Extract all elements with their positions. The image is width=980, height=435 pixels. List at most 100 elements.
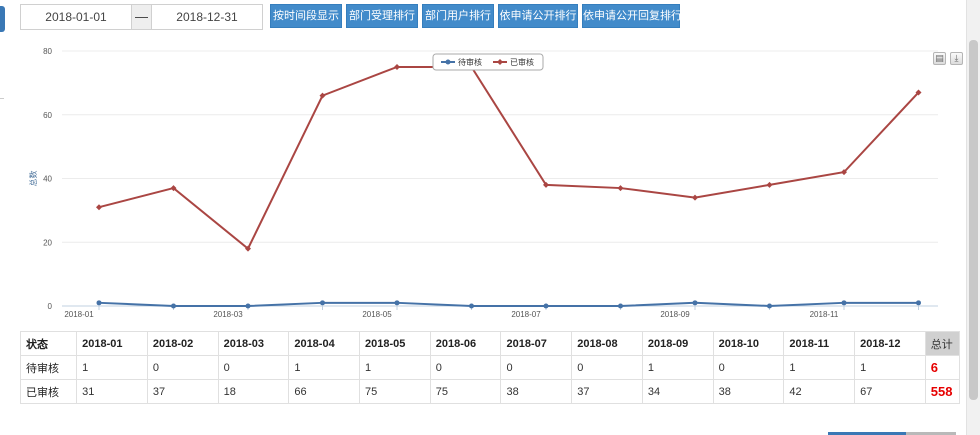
column-header: 2018-01 [76, 331, 148, 356]
table-cell: 66 [288, 379, 361, 404]
bottom-scroll-track [906, 432, 956, 435]
data-point [916, 300, 921, 306]
data-point [245, 245, 251, 252]
data-point [319, 92, 326, 99]
table-cell: 75 [429, 379, 502, 404]
start-date-input[interactable]: 2018-01-01 [20, 4, 132, 30]
data-point [320, 300, 325, 306]
column-header: 2018-12 [854, 331, 926, 356]
data-point [96, 204, 102, 211]
x-tick-label: 2018-05 [362, 310, 392, 319]
data-point [841, 300, 847, 306]
data-point [766, 181, 773, 188]
table-cell: 1 [288, 355, 361, 380]
total-cell: 558 [924, 379, 961, 404]
download-icon[interactable]: ⤓ [950, 52, 963, 65]
x-tick-label: 2018-09 [660, 310, 690, 319]
collapse-handle[interactable] [0, 6, 5, 32]
x-tick-label: 2018-01 [64, 310, 94, 319]
table-cell: 0 [500, 355, 573, 380]
legend-label[interactable]: 已审核 [510, 57, 534, 67]
column-header: 2018-10 [712, 331, 785, 356]
data-point [617, 185, 624, 192]
table-cell: 1 [641, 355, 714, 380]
y-tick-label: 40 [43, 175, 52, 184]
y-tick-label: 80 [43, 47, 52, 56]
data-point [915, 89, 922, 96]
table-header-row: 状态 2018-01 2018-02 2018-03 2018-04 2018-05 20… [19, 331, 961, 356]
table-cell: 1 [783, 355, 856, 380]
x-tick-label: 2018-03 [213, 310, 243, 319]
table-cell: 37 [571, 379, 643, 404]
grid-lines [62, 50, 938, 243]
total-cell: 6 [924, 355, 961, 380]
data-point [170, 185, 177, 192]
y-tick-label: 60 [43, 111, 52, 120]
table-cell: 18 [217, 379, 290, 404]
table-cell: 0 [712, 355, 785, 380]
column-header: 2018-03 [217, 331, 290, 356]
data-point [245, 303, 251, 309]
y-tick-label: 20 [43, 238, 52, 247]
column-header: 2018-11 [783, 331, 856, 356]
data-point [543, 181, 549, 188]
data-point [171, 303, 176, 309]
legend-marker [445, 59, 451, 65]
table-cell: 34 [641, 379, 714, 404]
x-tick-label: 2018-11 [810, 310, 839, 319]
data-point [469, 303, 474, 309]
table-cell: 42 [783, 379, 856, 404]
column-header: 2018-08 [571, 331, 643, 356]
data-point [543, 303, 549, 309]
y-axis-title: 总数 [28, 171, 38, 187]
data-point [692, 300, 698, 306]
table-cell: 0 [146, 355, 219, 380]
scrollbar-thumb[interactable] [969, 40, 978, 400]
series-line [98, 65, 920, 251]
series-layer [96, 63, 922, 309]
column-header: 2018-07 [500, 331, 573, 356]
column-header: 2018-05 [359, 331, 431, 356]
data-table: 状态 2018-01 2018-02 2018-03 2018-04 2018-05 20… [19, 331, 961, 404]
table-cell: 37 [146, 379, 219, 404]
date-separator: — [132, 4, 151, 30]
series-line [98, 301, 919, 308]
table-cell: 0 [429, 355, 502, 380]
y-tick-label: 0 [48, 302, 53, 311]
vertical-scrollbar[interactable] [966, 0, 980, 435]
page-left-edge [0, 0, 7, 435]
legend-box [432, 53, 544, 71]
show-by-period-button[interactable]: 按时间段显示 [270, 4, 342, 28]
row-label: 待审核 [19, 355, 78, 380]
table-cell: 31 [76, 379, 148, 404]
table-cell: 0 [217, 355, 290, 380]
row-label: 已审核 [19, 379, 78, 404]
data-point [618, 303, 623, 309]
divider [0, 98, 4, 99]
column-header: 2018-06 [429, 331, 502, 356]
column-header: 2018-04 [288, 331, 361, 356]
table-cell: 38 [500, 379, 573, 404]
table-row: 待审核 1 0 0 1 1 0 0 0 1 0 1 1 6 [19, 355, 961, 380]
status-header: 状态 [19, 331, 78, 356]
bottom-scroll-indicator [828, 432, 906, 435]
data-point [767, 303, 772, 309]
table-cell: 1 [359, 355, 431, 380]
table-cell: 1 [76, 355, 148, 380]
end-date-input[interactable]: 2018-12-31 [151, 4, 263, 30]
data-point [96, 300, 102, 306]
dept-acceptance-ranking-button[interactable]: 部门受理排行 [346, 4, 418, 28]
table-cell: 1 [854, 355, 926, 380]
legend-label[interactable]: 待审核 [458, 57, 482, 67]
table-cell: 67 [854, 379, 926, 404]
disclosure-request-ranking-button[interactable]: 依申请公开排行 [498, 4, 578, 28]
column-header: 2018-09 [641, 331, 714, 356]
table-row: 已审核 31 37 18 66 75 75 38 37 34 38 42 67 558 [19, 379, 961, 404]
print-icon[interactable]: ▤ [933, 52, 946, 65]
data-point [394, 63, 400, 70]
disclosure-reply-ranking-button[interactable]: 依申请公开回复排行 [582, 4, 682, 28]
legend[interactable]: 待审核 已审核 [432, 53, 544, 71]
column-header: 2018-02 [146, 331, 219, 356]
total-header: 总计 [924, 331, 961, 356]
dept-user-ranking-button[interactable]: 部门用户排行 [422, 4, 494, 28]
